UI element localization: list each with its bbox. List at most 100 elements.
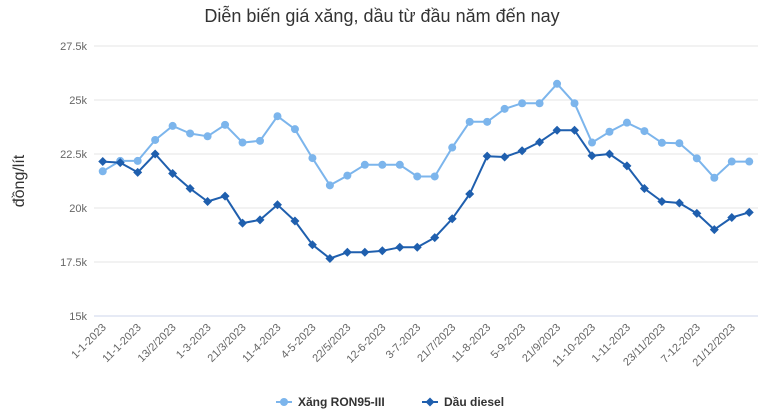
data-point[interactable] xyxy=(727,157,736,166)
data-point[interactable] xyxy=(727,213,737,223)
data-point[interactable] xyxy=(500,104,509,113)
data-point[interactable] xyxy=(709,225,719,235)
data-point[interactable] xyxy=(220,191,230,201)
data-point[interactable] xyxy=(238,218,248,228)
data-point[interactable] xyxy=(692,154,701,163)
data-point[interactable] xyxy=(133,167,143,177)
data-point[interactable] xyxy=(150,149,160,159)
data-point[interactable] xyxy=(570,99,579,108)
data-point[interactable] xyxy=(168,121,177,130)
data-point[interactable] xyxy=(605,127,614,136)
data-point[interactable] xyxy=(221,120,230,129)
data-point[interactable] xyxy=(115,158,125,168)
legend-label: Xăng RON95-III xyxy=(298,395,385,409)
data-point[interactable] xyxy=(535,99,544,108)
data-point[interactable] xyxy=(570,125,580,135)
legend-item[interactable]: Xăng RON95-III xyxy=(276,395,385,409)
data-point[interactable] xyxy=(203,197,213,207)
data-point[interactable] xyxy=(657,197,667,207)
series-layer xyxy=(98,79,754,264)
data-point[interactable] xyxy=(360,247,370,257)
data-point[interactable] xyxy=(675,139,684,148)
series-line xyxy=(102,82,750,187)
data-point[interactable] xyxy=(745,157,754,166)
data-point[interactable] xyxy=(377,246,387,256)
data-point[interactable] xyxy=(413,172,422,181)
data-point[interactable] xyxy=(639,184,649,194)
y-tick-label: 15k xyxy=(69,311,87,323)
data-point[interactable] xyxy=(692,208,702,218)
data-point[interactable] xyxy=(430,233,440,243)
series-line xyxy=(102,129,750,260)
data-point[interactable] xyxy=(255,215,265,225)
data-point[interactable] xyxy=(674,198,684,208)
y-tick-label: 25k xyxy=(69,95,87,107)
data-point[interactable] xyxy=(290,125,299,134)
y-tick-label: 22.5k xyxy=(60,149,87,161)
data-point[interactable] xyxy=(186,129,195,138)
y-tick-label: 17.5k xyxy=(60,257,87,269)
data-point[interactable] xyxy=(308,154,317,163)
data-point[interactable] xyxy=(517,146,527,156)
data-point[interactable] xyxy=(342,247,352,257)
data-point[interactable] xyxy=(448,143,457,152)
data-point[interactable] xyxy=(256,136,264,145)
data-point[interactable] xyxy=(290,216,300,226)
legend-marker xyxy=(280,398,288,406)
data-point[interactable] xyxy=(325,254,335,264)
data-point[interactable] xyxy=(710,173,719,182)
legend-label: Dầu diesel xyxy=(444,395,504,409)
data-point[interactable] xyxy=(535,137,545,147)
y-tick-label: 27.5k xyxy=(60,41,87,53)
data-point[interactable] xyxy=(238,138,247,147)
data-point[interactable] xyxy=(98,167,107,176)
data-point[interactable] xyxy=(500,152,510,162)
data-point[interactable] xyxy=(273,112,282,121)
x-tick-label: 13/2/2023 xyxy=(136,322,179,365)
series-0 xyxy=(98,79,754,190)
y-axis-ticks: 15k 17.5k 20k 22.5k 25k 27.5k xyxy=(60,41,87,323)
data-point[interactable] xyxy=(552,125,562,135)
data-point[interactable] xyxy=(640,127,649,136)
data-point[interactable] xyxy=(360,160,369,169)
data-point[interactable] xyxy=(465,117,474,126)
data-point[interactable] xyxy=(622,118,631,127)
data-point[interactable] xyxy=(395,160,404,169)
data-point[interactable] xyxy=(307,240,317,250)
data-point[interactable] xyxy=(378,160,387,169)
data-point[interactable] xyxy=(325,181,334,190)
data-point[interactable] xyxy=(203,132,212,141)
x-tick-label: 11-4-2023 xyxy=(240,322,283,365)
data-point[interactable] xyxy=(98,157,108,167)
data-point[interactable] xyxy=(622,161,632,171)
data-point[interactable] xyxy=(412,242,422,252)
data-point[interactable] xyxy=(447,214,457,224)
legend[interactable]: Xăng RON95-III Dầu diesel xyxy=(276,395,504,409)
data-point[interactable] xyxy=(657,138,666,147)
data-point[interactable] xyxy=(343,171,352,180)
data-point[interactable] xyxy=(587,151,597,161)
data-point[interactable] xyxy=(553,79,562,88)
data-point[interactable] xyxy=(272,200,282,210)
data-point[interactable] xyxy=(744,207,754,217)
data-point[interactable] xyxy=(482,151,492,161)
legend-item[interactable]: Dầu diesel xyxy=(422,395,504,409)
data-point[interactable] xyxy=(518,99,527,108)
data-point[interactable] xyxy=(185,184,195,194)
x-tick-label: 11-8-2023 xyxy=(450,322,493,365)
data-point[interactable] xyxy=(133,156,142,165)
y-tick-label: 20k xyxy=(69,203,87,215)
data-point[interactable] xyxy=(483,117,492,126)
data-point[interactable] xyxy=(465,189,475,199)
y-axis-label: đồng/lít xyxy=(11,154,28,207)
data-point[interactable] xyxy=(168,168,178,178)
data-point[interactable] xyxy=(588,138,596,147)
data-point[interactable] xyxy=(395,242,405,252)
legend-marker xyxy=(425,397,435,407)
data-point[interactable] xyxy=(151,135,160,144)
data-point[interactable] xyxy=(430,172,439,181)
series-1 xyxy=(98,125,754,264)
data-point[interactable] xyxy=(604,149,614,159)
